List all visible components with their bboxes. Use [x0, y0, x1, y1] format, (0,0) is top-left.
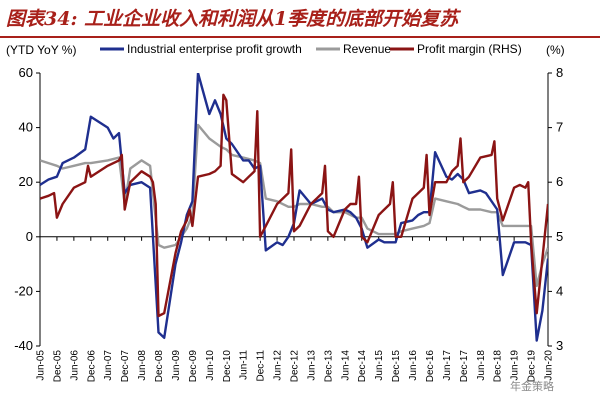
x-tick-label: Dec-17	[459, 350, 470, 383]
x-tick-label: Jun-12	[273, 350, 284, 381]
x-tick-label: Dec-14	[357, 350, 368, 383]
x-tick-label: Dec-11	[256, 350, 267, 382]
x-tick-label: Dec-08	[154, 350, 165, 383]
axes: -40 -20 0 20 40 60 3 4 5 6 7 8 Jun-05 Dec-05 Jun-06 Dec…	[14, 65, 563, 382]
left-tick-label: 0	[26, 229, 33, 244]
x-tick-label: Jun-19	[510, 350, 521, 381]
figure-title: 图表34: 工业企业收入和利润从1季度的底部开始复苏	[6, 8, 459, 30]
x-tick-label: Dec-12	[290, 350, 301, 383]
right-tick-label: 6	[556, 174, 563, 189]
right-tick-label: 3	[556, 338, 563, 353]
x-tick-label: Jun-18	[476, 350, 487, 381]
x-tick-label: Jun-15	[374, 350, 385, 381]
x-tick-label: Dec-06	[86, 350, 97, 383]
x-tick-label: Jun-17	[442, 350, 453, 381]
legend-label-profit-growth: Industrial enterprise profit growth	[127, 42, 302, 56]
x-tick-label: Dec-13	[323, 350, 334, 383]
right-tick-label: 7	[556, 120, 563, 135]
x-tick-label: Jun-11	[239, 350, 250, 380]
right-tick-label: 5	[556, 229, 563, 244]
x-tick-label: Dec-07	[120, 350, 131, 383]
legend-label-profit-margin: Profit margin (RHS)	[417, 42, 522, 56]
legend: Industrial enterprise profit growth Reve…	[100, 42, 522, 56]
left-tick-label: 20	[19, 174, 33, 189]
x-tick-label: Jun-14	[340, 350, 351, 381]
x-tick-label: Jun-13	[306, 350, 317, 381]
x-tick-label: Jun-10	[205, 350, 216, 381]
left-tick-label: 40	[19, 120, 33, 135]
line-chart: (YTD YoY %) (%) Industrial enterprise pr…	[6, 42, 565, 382]
left-tick-label: -20	[14, 283, 33, 298]
x-tick-label: Dec-18	[493, 350, 504, 383]
x-tick-label: Dec-16	[425, 350, 436, 383]
left-tick-label: -40	[14, 338, 33, 353]
x-tick-label: Dec-09	[188, 350, 199, 383]
x-tick-label: Jun-20	[544, 350, 555, 381]
x-tick-label: Jun-06	[69, 350, 80, 381]
legend-label-revenue: Revenue	[343, 42, 391, 56]
left-axis-label: (YTD YoY %)	[6, 43, 76, 57]
right-tick-label: 4	[556, 283, 563, 298]
x-tick-label: Jun-09	[171, 350, 182, 381]
left-tick-label: 60	[19, 65, 33, 80]
x-tick-label: Dec-05	[52, 350, 63, 383]
watermark: 年金策略	[510, 380, 554, 393]
title-rule	[0, 36, 600, 38]
x-tick-label: Dec-10	[222, 350, 233, 383]
series-layer	[40, 73, 548, 342]
series-line-profit-margin	[40, 93, 548, 318]
x-tick-label: Jun-08	[137, 350, 148, 381]
x-tick-label: Jun-16	[408, 350, 419, 381]
right-axis-label: (%)	[546, 43, 565, 57]
x-tick-label: Dec-19	[527, 350, 538, 383]
x-tick-label: Jun-05	[36, 350, 47, 381]
x-tick-label: Jun-07	[103, 350, 114, 381]
right-tick-label: 8	[556, 65, 563, 80]
x-tick-label: Dec-15	[391, 350, 402, 383]
